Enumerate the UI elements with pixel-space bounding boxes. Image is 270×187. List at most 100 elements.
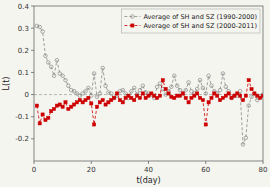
point xyxy=(41,113,44,116)
point xyxy=(187,101,190,104)
point xyxy=(113,96,116,99)
y-tick-label: 0.1 xyxy=(18,69,29,77)
y-tick xyxy=(31,28,34,29)
point xyxy=(261,94,263,97)
point xyxy=(95,95,99,99)
y-axis-label: L(t) xyxy=(2,77,11,91)
point xyxy=(35,104,38,107)
x-tick xyxy=(263,161,264,164)
point xyxy=(184,88,188,92)
point xyxy=(250,95,254,99)
point xyxy=(52,74,56,78)
point xyxy=(67,84,71,88)
series-line xyxy=(37,80,263,124)
point xyxy=(204,123,207,126)
point xyxy=(170,85,174,89)
y-tick xyxy=(31,50,34,51)
x-axis-label: t(day) xyxy=(136,176,160,185)
legend-line xyxy=(124,16,140,17)
point xyxy=(95,105,98,108)
x-tick-label: 60 xyxy=(201,166,210,174)
y-tick-label: 0 xyxy=(25,91,29,99)
point xyxy=(178,88,182,92)
legend: Average of SH and SZ (1990-2000)Average … xyxy=(121,9,260,33)
point xyxy=(161,79,164,82)
y-tick xyxy=(31,138,34,139)
point xyxy=(141,92,144,95)
point xyxy=(210,96,213,99)
point xyxy=(47,116,50,119)
point xyxy=(155,85,159,89)
point xyxy=(204,92,208,96)
point xyxy=(47,61,51,65)
x-tick xyxy=(91,161,92,164)
point xyxy=(52,107,55,110)
point xyxy=(61,105,64,108)
point xyxy=(167,92,170,95)
point xyxy=(247,104,251,108)
x-tick-label: 20 xyxy=(87,166,96,174)
point xyxy=(133,99,136,102)
point xyxy=(181,92,184,95)
y-tick-label: 0.3 xyxy=(18,25,29,33)
point xyxy=(184,96,187,99)
y-tick xyxy=(31,6,34,7)
point xyxy=(181,92,185,96)
point xyxy=(98,92,102,96)
x-tick-label: 40 xyxy=(144,166,153,174)
point xyxy=(38,122,41,125)
point xyxy=(38,25,42,29)
point xyxy=(138,88,142,92)
point xyxy=(132,86,136,90)
x-tick-label: 80 xyxy=(259,166,268,174)
point xyxy=(196,92,199,95)
y-tick-label: 0.4 xyxy=(18,3,30,11)
x-tick xyxy=(148,161,149,164)
point xyxy=(121,88,125,92)
point xyxy=(84,89,88,93)
point xyxy=(138,96,141,99)
point xyxy=(55,58,59,62)
legend-label: Average of SH and SZ (1990-2000) xyxy=(143,13,257,21)
point xyxy=(121,101,124,104)
point xyxy=(158,82,162,86)
point xyxy=(109,92,113,96)
x-tick-label: 0 xyxy=(32,166,36,174)
point xyxy=(61,74,65,78)
point xyxy=(90,102,93,105)
point xyxy=(101,99,104,102)
point xyxy=(201,99,204,102)
point xyxy=(164,87,167,90)
point xyxy=(247,79,250,82)
series-line xyxy=(37,26,263,144)
point xyxy=(241,143,245,147)
plot-frame xyxy=(34,6,263,161)
legend-frame xyxy=(121,9,260,33)
x-tick xyxy=(34,161,35,164)
y-tick-label: 0.2 xyxy=(18,47,29,55)
point xyxy=(112,96,116,100)
point xyxy=(104,84,108,88)
legend-marker xyxy=(131,24,134,27)
point xyxy=(64,101,67,104)
point xyxy=(141,84,145,88)
point xyxy=(224,85,228,89)
point xyxy=(93,123,96,126)
point xyxy=(41,30,45,34)
point xyxy=(218,88,222,92)
point xyxy=(175,84,179,88)
point xyxy=(244,94,247,97)
point xyxy=(207,74,211,78)
y-tick xyxy=(31,72,34,73)
chart: -0.2-0.100.10.20.30.4020406080t(day)L(t)… xyxy=(0,0,270,187)
point xyxy=(64,78,68,82)
y-tick-label: -0.1 xyxy=(15,113,29,121)
point xyxy=(261,93,263,97)
point xyxy=(92,72,96,76)
y-tick xyxy=(31,94,34,95)
point xyxy=(44,54,48,58)
x-tick xyxy=(205,161,206,164)
point xyxy=(201,86,205,90)
point xyxy=(187,81,191,85)
point xyxy=(198,78,202,82)
